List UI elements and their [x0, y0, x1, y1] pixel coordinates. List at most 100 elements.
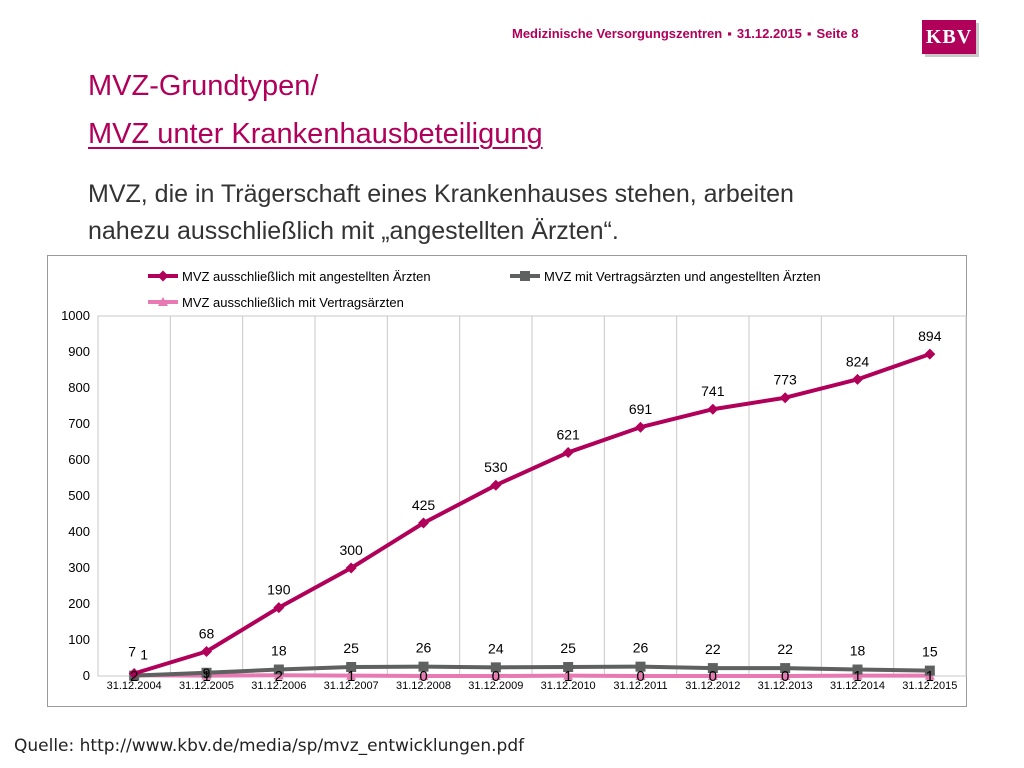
- legend-marker: [158, 297, 168, 306]
- data-point: [635, 671, 646, 680]
- y-tick-label: 0: [83, 668, 90, 683]
- data-point: [418, 671, 429, 680]
- data-label: 0: [636, 668, 644, 685]
- data-label: 1: [926, 668, 934, 685]
- separator-square-icon: ▪: [727, 26, 732, 41]
- x-tick-label: 31.12.2004: [107, 680, 162, 692]
- data-point: [490, 662, 501, 673]
- data-label: 18: [850, 643, 866, 659]
- legend-label: MVZ ausschließlich mit Vertragsärzten: [182, 295, 404, 310]
- data-point: [924, 348, 936, 360]
- series-line: [132, 673, 932, 678]
- data-label: 894: [918, 328, 942, 344]
- data-label: 0: [419, 668, 427, 685]
- data-label: 2: [130, 668, 138, 685]
- legend-marker: [520, 271, 530, 281]
- separator-square-icon: ▪: [806, 26, 812, 41]
- data-point: [635, 421, 646, 433]
- x-tick-label: 31.12.2013: [758, 680, 813, 692]
- data-label: 773: [773, 372, 797, 388]
- slide-title: MVZ-Grundtypen/: [88, 70, 319, 102]
- series-line: [132, 664, 932, 678]
- data-label: 0: [492, 668, 500, 685]
- data-point: [779, 392, 791, 404]
- chart-frame: 0 100 200 300 400 500 600 700 800 900 1000 31.12.20…: [47, 255, 967, 707]
- x-tick-label: 31.12.2012: [685, 680, 740, 692]
- data-point: [707, 663, 718, 674]
- slide-header: Medizinische Versorgungszentren ▪ 31.12.20…: [512, 26, 858, 41]
- data-point: [780, 663, 791, 674]
- data-point: [418, 661, 429, 672]
- y-tick-label: 300: [68, 560, 90, 575]
- y-tick-label: 600: [68, 452, 90, 467]
- data-point: [852, 373, 863, 385]
- data-label: 2: [275, 668, 283, 685]
- data-point: [490, 671, 501, 680]
- data-point: [201, 667, 212, 678]
- data-label: 1: [347, 668, 355, 685]
- data-label: 25: [560, 640, 576, 656]
- data-label: 691: [629, 401, 653, 417]
- data-label: 190: [267, 582, 291, 598]
- data-point: [563, 662, 574, 672]
- data-point: [418, 517, 429, 529]
- legend-marker: [157, 270, 169, 282]
- data-label: 22: [777, 641, 793, 657]
- x-tick-label: 31.12.2009: [468, 680, 523, 692]
- data-point: [273, 664, 284, 675]
- header-date: 31.12.2015: [736, 26, 802, 41]
- data-label: 1: [202, 668, 210, 685]
- data-label: 0: [781, 668, 789, 685]
- data-label: 0: [709, 668, 717, 685]
- data-point: [852, 664, 863, 675]
- y-tick-label: 200: [68, 596, 90, 611]
- data-point: [201, 646, 212, 658]
- data-label: 24: [488, 640, 504, 656]
- y-tick-label: 800: [68, 380, 90, 395]
- source-note: Quelle: http://www.kbv.de/media/sp/mvz_e…: [14, 736, 525, 756]
- y-tick-label: 1000: [61, 308, 90, 323]
- x-tick-label: 31.12.2006: [251, 680, 306, 692]
- data-point: [707, 671, 718, 680]
- data-label: 741: [701, 383, 725, 399]
- kbv-logo: KBV: [922, 20, 976, 54]
- data-label: 824: [846, 353, 870, 369]
- x-tick-label: 31.12.2011: [613, 680, 667, 692]
- y-tick-label: 900: [68, 344, 90, 359]
- y-tick-label: 700: [68, 416, 90, 431]
- legend-label: MVZ mit Vertragsärzten und angestellten …: [544, 269, 821, 284]
- data-label: 425: [412, 497, 436, 513]
- data-label: 26: [633, 640, 649, 656]
- data-point: [490, 479, 502, 491]
- data-point: [852, 670, 863, 680]
- data-point: [346, 662, 357, 672]
- x-tick-label: 31.12.2005: [179, 680, 234, 692]
- data-label: 25: [343, 640, 359, 656]
- line-chart: 0100200300400500600700800900100031.12.20…: [61, 269, 967, 692]
- data-point: [635, 661, 646, 672]
- subtitle-line-2: nahezu ausschließlich mit „angestellten …: [88, 217, 619, 245]
- header-page: Seite 8: [816, 26, 859, 41]
- x-tick-label: 31.12.2014: [830, 680, 885, 692]
- data-label: 15: [922, 644, 938, 660]
- y-tick-label: 500: [68, 488, 90, 503]
- data-point: [346, 670, 357, 680]
- data-label: 18: [271, 643, 287, 659]
- data-label: 1: [140, 647, 148, 663]
- data-label: 621: [556, 426, 580, 442]
- y-tick-label: 400: [68, 524, 90, 539]
- data-label: 68: [199, 626, 215, 642]
- data-label: 7: [128, 643, 136, 659]
- data-label: 530: [484, 459, 508, 475]
- y-tick-label: 100: [68, 632, 90, 647]
- data-point: [273, 670, 284, 680]
- x-tick-label: 31.12.2008: [396, 680, 451, 692]
- data-label: 26: [416, 640, 432, 656]
- x-tick-label: 31.12.2015: [902, 680, 957, 692]
- data-point: [707, 403, 719, 415]
- data-label: 22: [705, 641, 721, 657]
- data-label: 1: [564, 668, 572, 685]
- data-point: [562, 446, 574, 458]
- data-label: 1: [853, 668, 861, 685]
- data-label: 300: [339, 542, 363, 558]
